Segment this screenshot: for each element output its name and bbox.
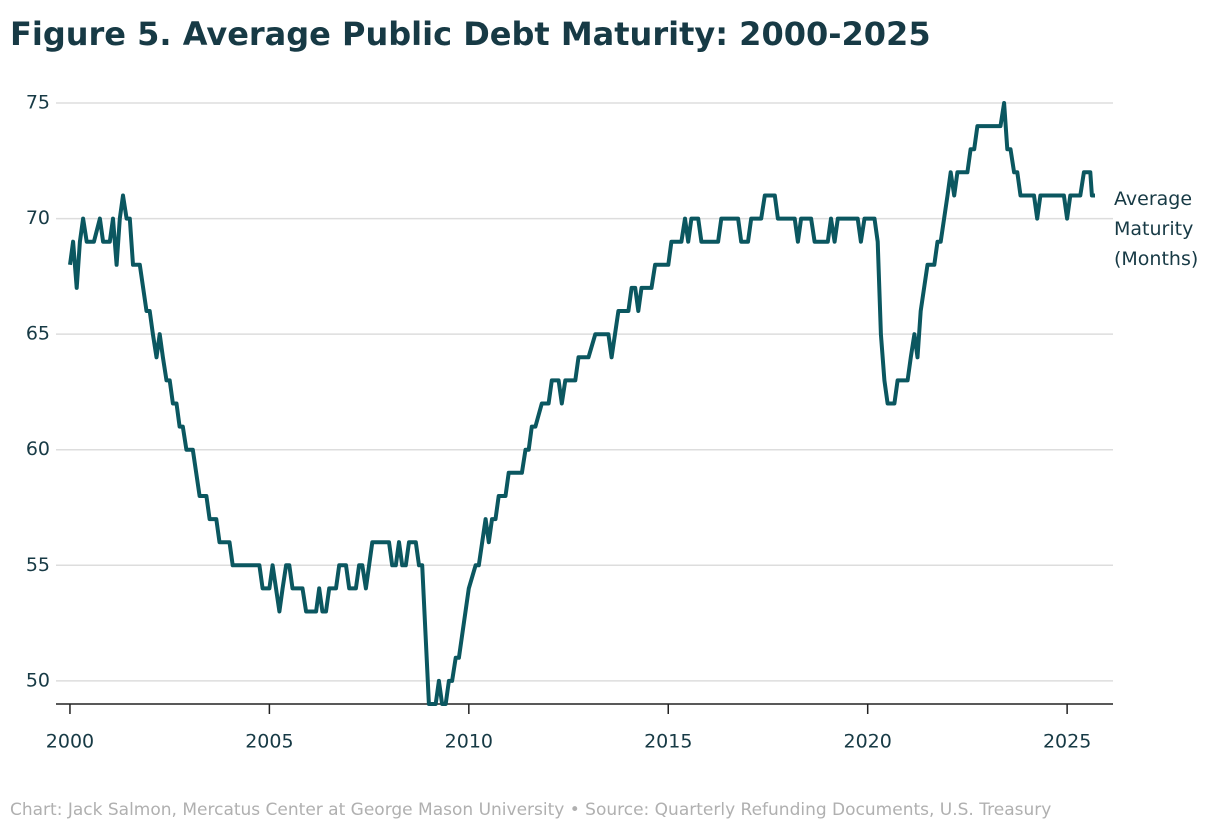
y-tick-label: 55 xyxy=(26,554,50,576)
y-tick-label: 70 xyxy=(26,207,50,229)
line-series xyxy=(68,101,1095,706)
y-tick-label: 60 xyxy=(26,438,50,460)
y-tick-label: 65 xyxy=(26,323,50,345)
chart-source: Chart: Jack Salmon, Mercatus Center at G… xyxy=(10,800,1051,820)
x-tick-label: 2000 xyxy=(46,731,94,753)
x-tick-label: 2015 xyxy=(644,731,692,753)
series-label: Average Maturity (Months) xyxy=(1114,188,1199,270)
x-tick-label: 2005 xyxy=(245,731,293,753)
y-tick-label: 50 xyxy=(26,669,50,691)
x-tick-label: 2010 xyxy=(445,731,493,753)
y-tick-label: 75 xyxy=(26,92,50,114)
x-tick-label: 2020 xyxy=(844,731,892,753)
x-tick-label: 2025 xyxy=(1043,731,1091,753)
chart-title: Figure 5. Average Public Debt Maturity: … xyxy=(10,15,931,53)
